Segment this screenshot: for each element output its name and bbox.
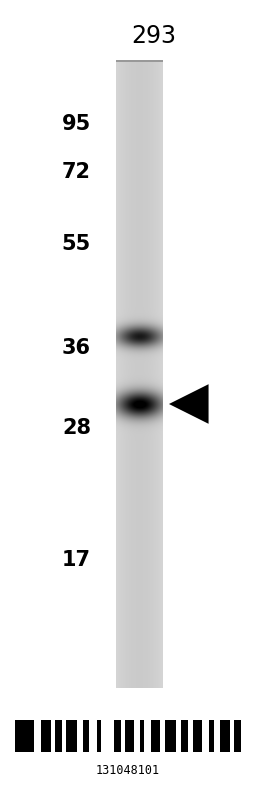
Text: 17: 17 bbox=[62, 550, 91, 570]
Text: 55: 55 bbox=[62, 234, 91, 254]
Text: 36: 36 bbox=[62, 338, 91, 358]
Bar bbox=[125, 720, 134, 752]
Bar bbox=[220, 720, 230, 752]
Text: 95: 95 bbox=[62, 114, 91, 134]
Bar bbox=[55, 720, 62, 752]
Bar bbox=[234, 720, 241, 752]
Bar bbox=[97, 720, 101, 752]
Bar bbox=[193, 720, 202, 752]
Bar bbox=[15, 720, 34, 752]
Bar bbox=[140, 720, 144, 752]
Bar bbox=[41, 720, 50, 752]
Bar bbox=[182, 720, 188, 752]
Polygon shape bbox=[169, 384, 209, 424]
Bar bbox=[209, 720, 214, 752]
Bar bbox=[66, 720, 77, 752]
Bar bbox=[165, 720, 176, 752]
Bar bbox=[114, 720, 121, 752]
Text: 131048101: 131048101 bbox=[96, 764, 160, 777]
Bar bbox=[83, 720, 89, 752]
Text: 28: 28 bbox=[62, 418, 91, 438]
Text: 293: 293 bbox=[131, 24, 176, 48]
Text: 72: 72 bbox=[62, 162, 91, 182]
Bar bbox=[151, 720, 160, 752]
